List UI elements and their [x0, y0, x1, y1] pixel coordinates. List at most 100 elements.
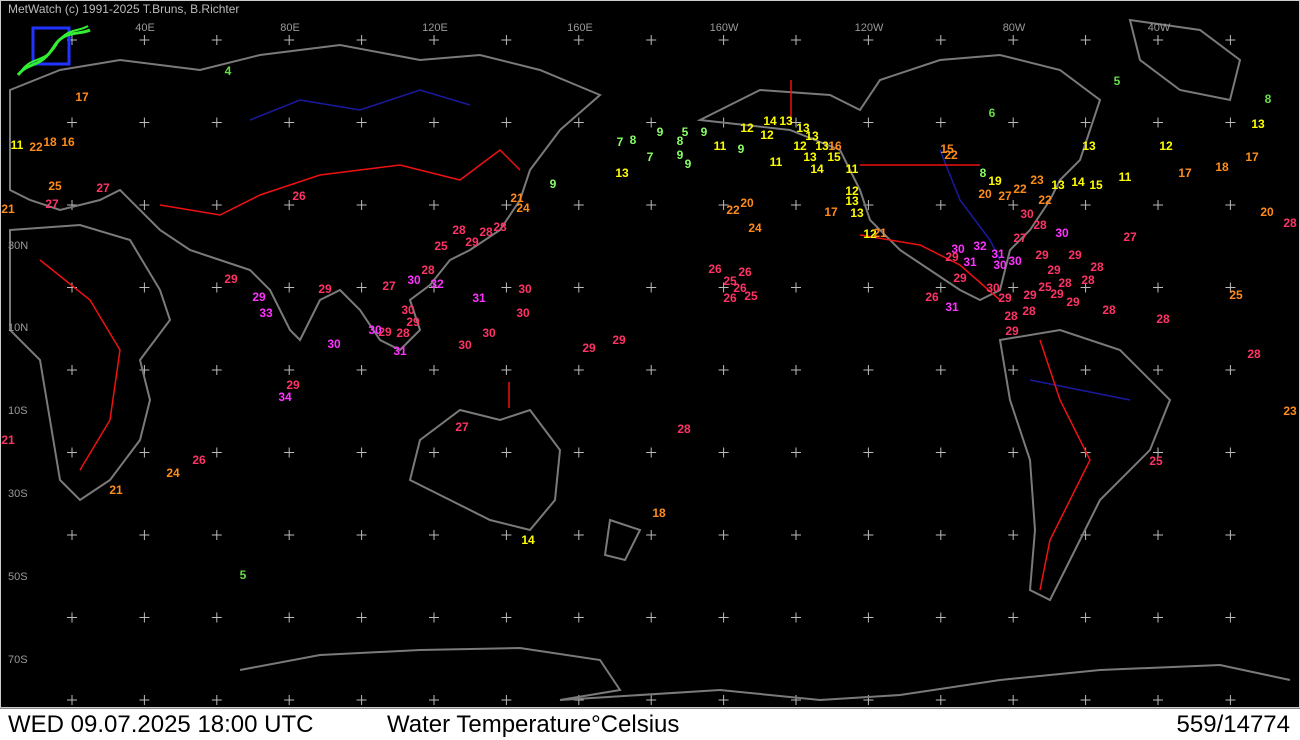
station-temperature: 28 [1033, 218, 1047, 232]
grid-cross [1225, 282, 1236, 293]
station-temperature: 11 [846, 162, 859, 176]
station-temperature: 12 [740, 121, 754, 135]
grid-cross [573, 447, 584, 458]
station-temperature: 9 [677, 148, 684, 162]
grid-cross [139, 282, 150, 293]
grid-cross [501, 35, 512, 45]
grid-cross [429, 282, 439, 293]
grid-cross [1153, 695, 1163, 705]
borders [39, 80, 1091, 591]
station-temperature: 32 [973, 239, 987, 253]
station-temperature: 9 [657, 125, 664, 139]
grid-cross [429, 200, 439, 210]
grid-cross [356, 695, 367, 705]
station-temperature: 12 [760, 128, 774, 142]
station-temperature: 28 [1058, 276, 1072, 290]
station-temperature: 21 [873, 226, 887, 240]
grid-cross [211, 35, 222, 45]
grid-cross [1008, 447, 1019, 458]
latitude-label: 10S [8, 405, 28, 417]
grid-cross [863, 365, 874, 375]
grid-cross [139, 200, 150, 210]
station-temperature: 28 [1247, 347, 1261, 361]
grid-cross [356, 530, 367, 540]
station-temperature: 29 [1047, 263, 1061, 277]
grid-cross [791, 612, 801, 623]
station-temperature: 11 [1119, 170, 1132, 184]
grid-cross [791, 282, 801, 293]
grid-cross [67, 200, 77, 210]
coastlines [9, 18, 1291, 702]
station-temperature: 17 [824, 205, 838, 219]
grid-cross [718, 612, 729, 623]
grid-cross [791, 35, 801, 45]
station-temperature: 31 [472, 291, 486, 305]
station-temperature: 34 [278, 390, 292, 404]
latitude-label: 10N [8, 322, 28, 334]
grid-cross [429, 447, 439, 458]
station-temperature: 6 [989, 106, 996, 120]
station-temperature: 21 [1, 433, 15, 447]
grid-cross [863, 447, 874, 458]
station-temperature: 20 [1260, 205, 1274, 219]
grid-cross [139, 117, 150, 128]
grid-cross [1008, 200, 1019, 210]
station-temperature: 8 [1265, 92, 1272, 106]
grid-cross [356, 200, 367, 210]
station-temperature: 24 [748, 221, 762, 235]
grid-cross [1008, 695, 1019, 705]
grid-cross [935, 530, 946, 540]
station-temperature: 30 [993, 258, 1007, 272]
station-temperature: 29 [612, 333, 626, 347]
station-temperature: 30 [407, 273, 421, 287]
station-temperature: 25 [1149, 454, 1163, 468]
station-temperature: 11 [714, 139, 727, 153]
station-temperature: 29 [953, 271, 967, 285]
station-temperature: 15 [940, 142, 954, 156]
grid-cross [1008, 530, 1019, 540]
grid-cross [863, 530, 874, 540]
station-temperature: 26 [738, 265, 752, 279]
station-temperature: 8 [980, 166, 987, 180]
station-temperature: 29 [998, 291, 1012, 305]
grid-cross [1225, 612, 1236, 623]
grid-cross [67, 365, 77, 375]
station-temperature: 31 [963, 255, 977, 269]
grid-cross [139, 612, 150, 623]
station-temperature: 30 [368, 323, 382, 337]
grid-cross [646, 695, 657, 705]
station-temperature: 28 [479, 225, 493, 239]
grid-cross [501, 282, 512, 293]
station-temperature: 12 [1159, 139, 1173, 153]
station-temperature: 30 [1055, 226, 1069, 240]
grid-cross [211, 365, 222, 375]
grid-cross [501, 447, 512, 458]
station-temperature: 22 [29, 140, 43, 154]
longitude-label: 120E [422, 22, 448, 34]
station-temperature: 33 [259, 306, 273, 320]
grid-cross [863, 282, 874, 293]
station-temperature: 9 [738, 142, 745, 156]
station-temperature: 29 [318, 282, 332, 296]
latitude-label: 70S [8, 654, 28, 666]
grid-labels: 40E 80E 120E 160E 160W 120W 80W 40W 30N 10N 10S 30S… [8, 22, 1171, 666]
station-temperature: 7 [617, 135, 624, 149]
station-temperature: 25 [434, 239, 448, 253]
grid-cross [284, 695, 295, 705]
grid-cross [211, 117, 222, 128]
station-temperature: 5 [240, 568, 247, 582]
station-temperature: 26 [192, 453, 206, 467]
station-temperature: 14 [1071, 175, 1085, 189]
grid-cross [718, 447, 729, 458]
grid-cross [1008, 365, 1019, 375]
station-temperature: 25 [1229, 288, 1243, 302]
grid-cross [211, 282, 222, 293]
station-temperature: 15 [1089, 178, 1103, 192]
station-temperature: 12 [793, 139, 807, 153]
grid-cross [791, 365, 801, 375]
station-temperature: 28 [421, 263, 435, 277]
grid-cross [573, 530, 584, 540]
station-temperature: 14 [810, 162, 824, 176]
grid-cross [573, 282, 584, 293]
